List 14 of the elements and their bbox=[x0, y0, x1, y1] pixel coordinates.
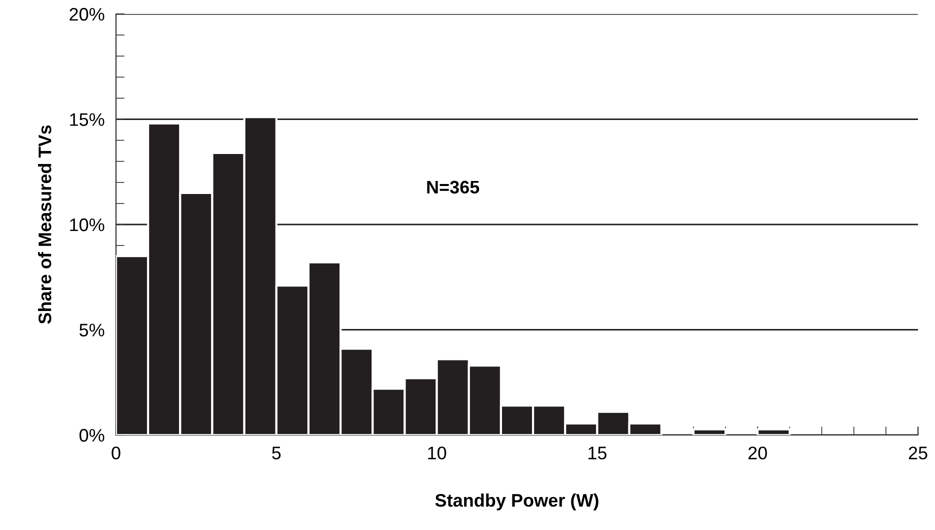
x-tick-label: 0 bbox=[112, 446, 120, 460]
y-tick-label: 0% bbox=[80, 428, 104, 442]
y-tick-label: 20% bbox=[70, 8, 104, 21]
x-tick-label: 20 bbox=[748, 446, 767, 460]
y-tick-label: 15% bbox=[70, 113, 104, 126]
y-axis-title: Share of Measured TVs bbox=[38, 125, 52, 324]
y-tick-label: 10% bbox=[70, 218, 104, 232]
x-tick-label: 25 bbox=[908, 446, 928, 460]
annotation: N=365 bbox=[427, 180, 480, 194]
x-tick-label: 10 bbox=[428, 446, 446, 460]
x-tick-label: 15 bbox=[588, 446, 606, 460]
x-tick-label: 5 bbox=[272, 446, 281, 460]
y-tick-label: 5% bbox=[80, 324, 104, 336]
x-axis-title: Standby Power (W) bbox=[435, 494, 598, 510]
